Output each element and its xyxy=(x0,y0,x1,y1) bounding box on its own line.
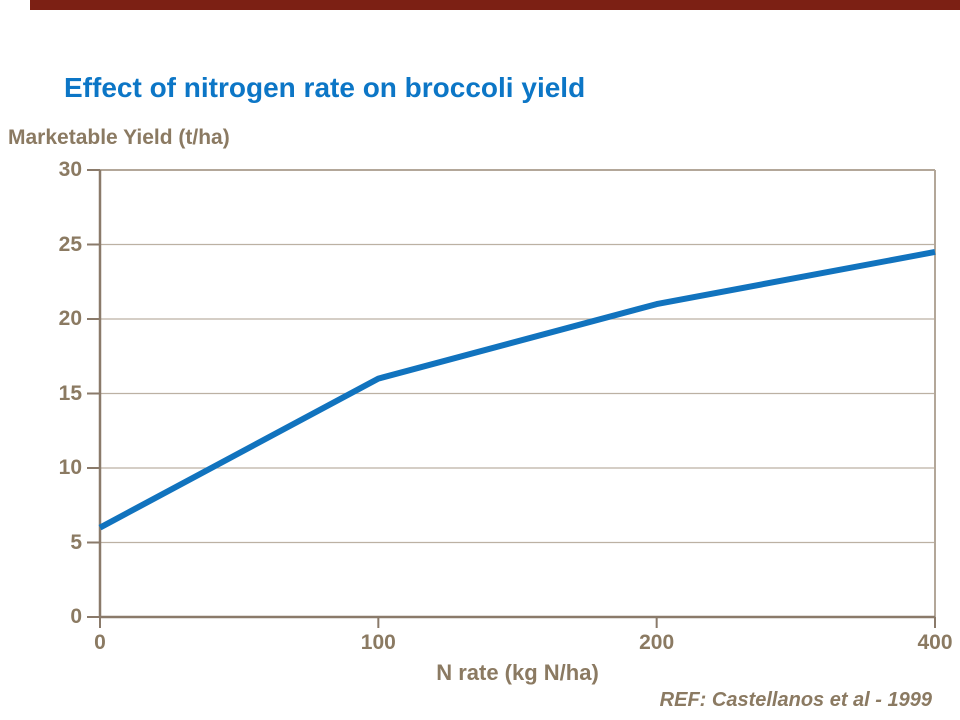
y-tick-label: 30 xyxy=(58,158,82,181)
y-tick-label: 20 xyxy=(58,307,82,330)
top-accent-bar xyxy=(30,0,960,10)
x-tick-label: 0 xyxy=(94,631,106,654)
y-tick-label: 5 xyxy=(70,530,82,554)
y-tick-label: 15 xyxy=(58,381,82,405)
chart-title: Effect of nitrogen rate on broccoli yiel… xyxy=(64,72,586,103)
yield-line-series xyxy=(98,249,936,531)
y-tick-label: 10 xyxy=(58,456,82,479)
y-tick-label: 0 xyxy=(70,605,82,628)
x-tick-label: 200 xyxy=(639,631,675,654)
y-tick-label: 25 xyxy=(58,232,82,256)
reference-text: REF: Castellanos et al - 1999 xyxy=(659,689,932,711)
x-tick-label: 100 xyxy=(360,631,396,654)
y-axis-title: Marketable Yield (t/ha) xyxy=(8,126,230,149)
x-tick-label: 400 xyxy=(917,631,953,654)
x-axis-title: N rate (kg N/ha) xyxy=(436,660,599,685)
